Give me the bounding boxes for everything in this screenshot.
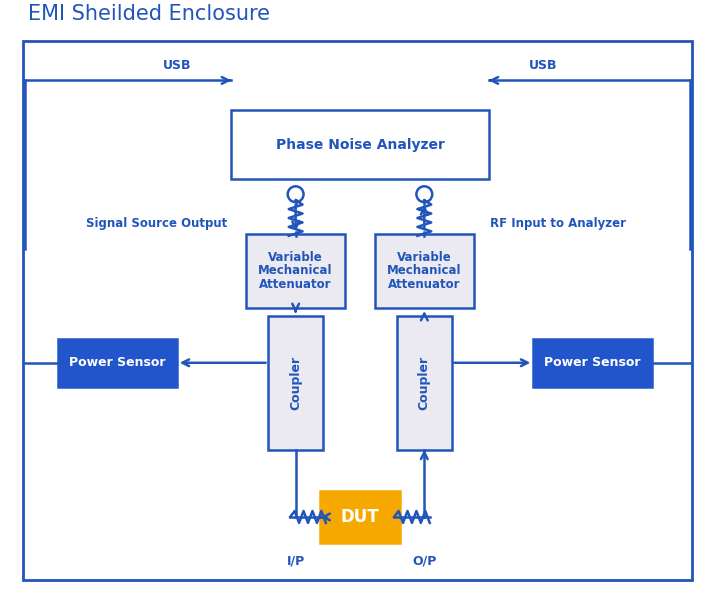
Text: I/P: I/P — [286, 554, 305, 567]
Text: Phase Noise Analyzer: Phase Noise Analyzer — [276, 138, 444, 152]
Text: EMI Sheilded Enclosure: EMI Sheilded Enclosure — [29, 4, 271, 24]
Text: Attenuator: Attenuator — [388, 278, 461, 292]
Text: USB: USB — [529, 59, 558, 73]
Text: DUT: DUT — [341, 508, 379, 526]
FancyBboxPatch shape — [321, 491, 400, 543]
Text: Variable: Variable — [397, 251, 452, 264]
FancyBboxPatch shape — [246, 234, 345, 308]
Text: Attenuator: Attenuator — [259, 278, 332, 292]
FancyBboxPatch shape — [231, 110, 488, 179]
FancyBboxPatch shape — [533, 339, 652, 387]
Text: Power Sensor: Power Sensor — [544, 356, 641, 369]
Text: Coupler: Coupler — [418, 356, 431, 410]
FancyBboxPatch shape — [375, 234, 474, 308]
Text: RF Input to Analyzer: RF Input to Analyzer — [490, 217, 626, 231]
Text: Variable: Variable — [268, 251, 323, 264]
Text: O/P: O/P — [412, 554, 436, 567]
Text: USB: USB — [163, 59, 191, 73]
FancyBboxPatch shape — [397, 316, 451, 450]
Text: Mechanical: Mechanical — [387, 265, 461, 278]
Text: Mechanical: Mechanical — [258, 265, 333, 278]
Text: Signal Source Output: Signal Source Output — [86, 217, 228, 231]
FancyBboxPatch shape — [58, 339, 177, 387]
Text: Coupler: Coupler — [289, 356, 302, 410]
FancyBboxPatch shape — [268, 316, 323, 450]
Text: Power Sensor: Power Sensor — [69, 356, 166, 369]
